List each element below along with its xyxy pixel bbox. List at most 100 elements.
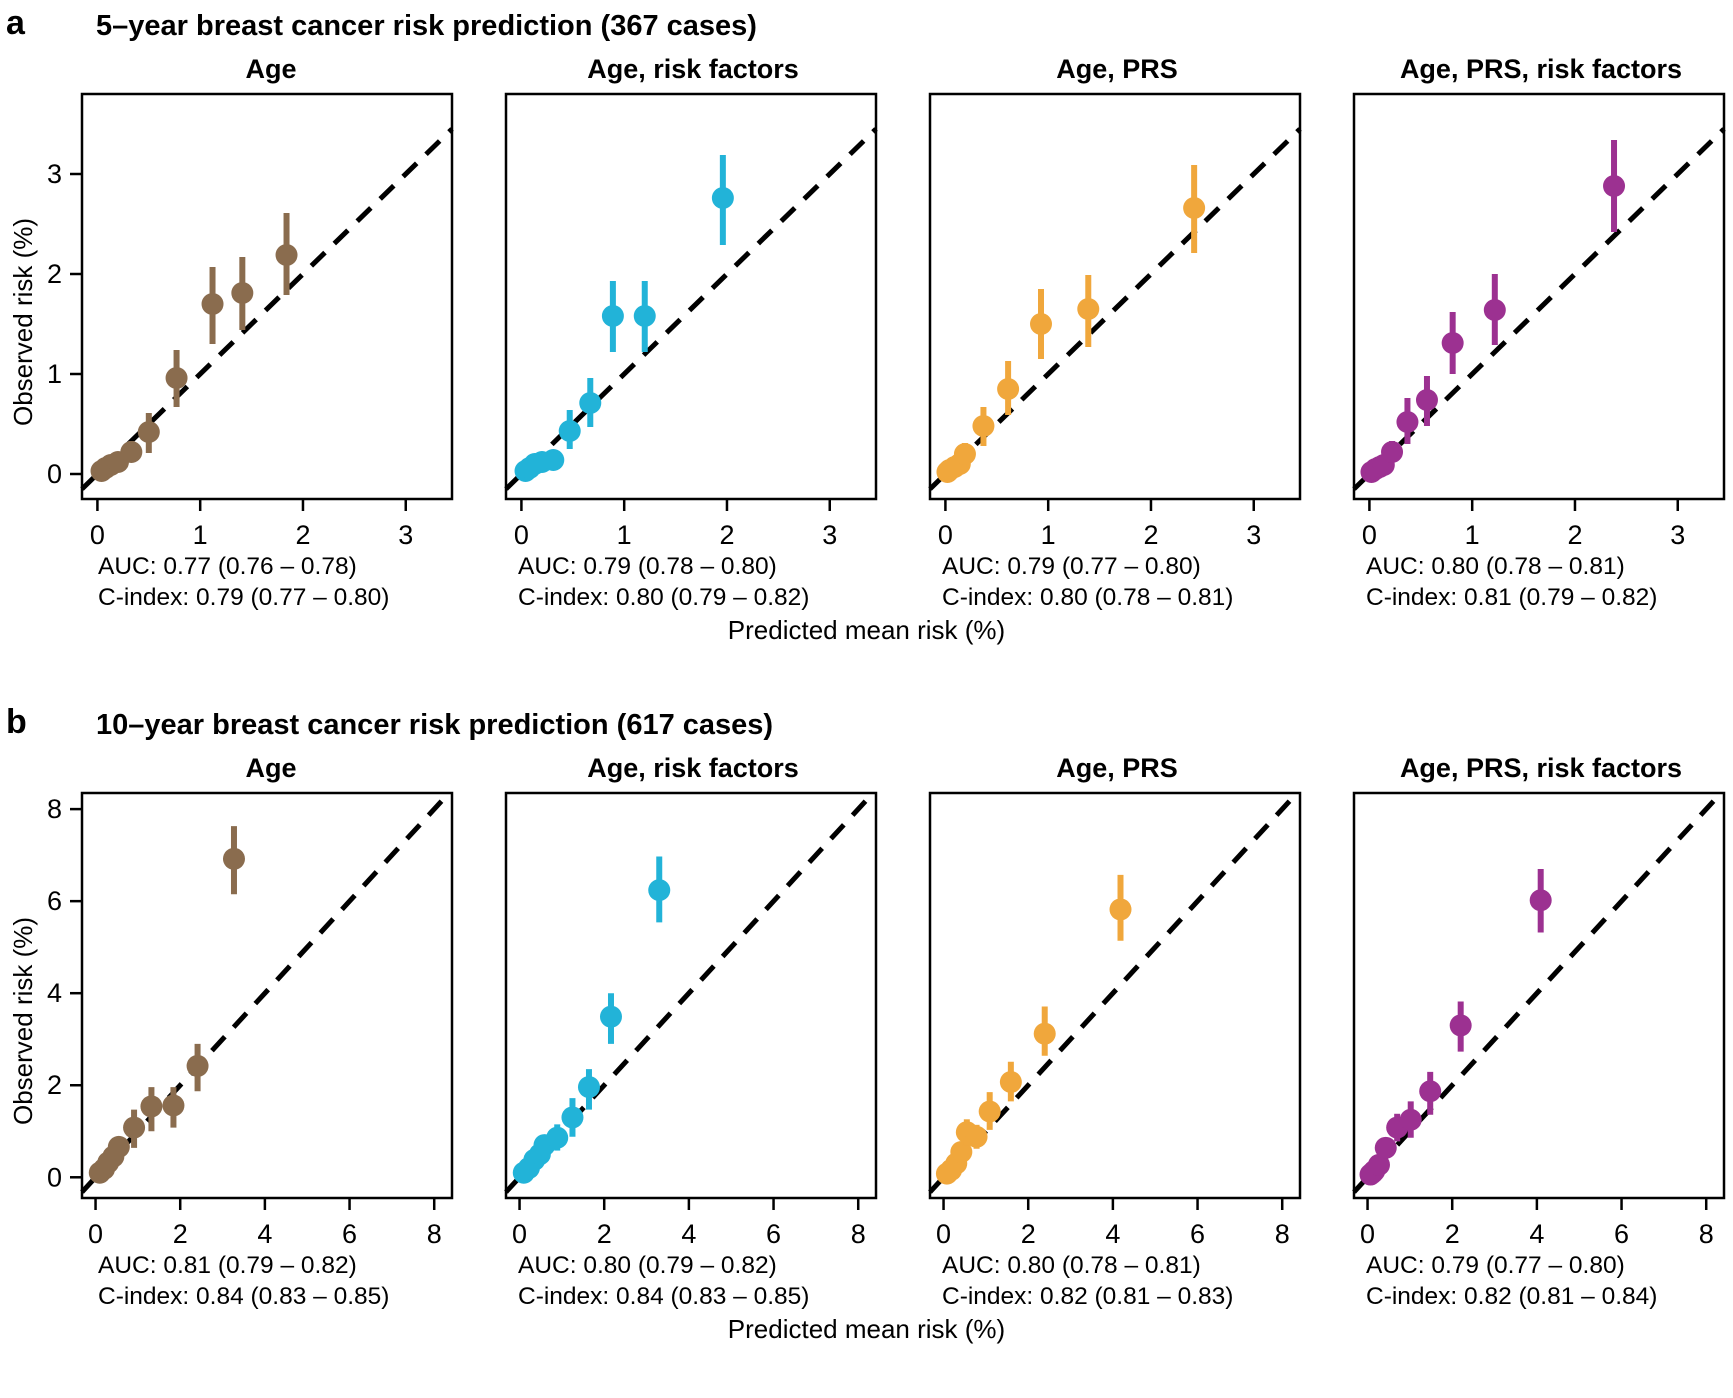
x-tick-label: 8 bbox=[427, 1219, 442, 1249]
data-point bbox=[275, 244, 298, 266]
data-point bbox=[1399, 1108, 1422, 1131]
x-tick-label: 3 bbox=[1246, 520, 1261, 550]
identity-line bbox=[80, 127, 454, 491]
calibration-plot: 0 2 4 6 8 0 2 4 6 8 bbox=[47, 791, 454, 1249]
calibration-panel: Age 0 1 2 3 0 1 2 3 AUC: 0.77 (0.76 – 0.78) C-inde… bbox=[20, 52, 460, 613]
calibration-plot: 0 1 2 3 0 1 2 3 bbox=[47, 92, 454, 550]
identity-line bbox=[928, 791, 1299, 1194]
y-tick-label: 1 bbox=[47, 359, 62, 389]
panel-row-a: a 5–year breast cancer risk prediction (… bbox=[0, 4, 1733, 649]
plot-border bbox=[80, 791, 454, 1200]
auc-text: AUC: 0.81 (0.79 – 0.82) bbox=[98, 1252, 357, 1279]
data-point bbox=[1077, 298, 1100, 320]
panel-row-b: b 10–year breast cancer risk prediction … bbox=[0, 703, 1733, 1348]
data-point bbox=[1483, 299, 1506, 321]
data-point bbox=[577, 1076, 600, 1099]
data-point bbox=[950, 1140, 973, 1163]
y-axis-label-a: Observed risk (%) bbox=[8, 217, 38, 427]
x-tick-label: 2 bbox=[295, 520, 310, 550]
identity-line bbox=[80, 791, 451, 1194]
x-tick-label: 0 bbox=[1360, 1219, 1375, 1249]
auc-text: AUC: 0.79 (0.78 – 0.80) bbox=[518, 553, 777, 580]
data-point bbox=[601, 305, 624, 327]
data-point bbox=[997, 378, 1020, 400]
x-tick-label: 0 bbox=[938, 520, 953, 550]
data-point bbox=[1449, 1014, 1472, 1037]
y-tick-label: 6 bbox=[47, 886, 62, 916]
panel-stats: AUC: 0.80 (0.79 – 0.82) C-index: 0.84 (0.… bbox=[502, 1250, 884, 1312]
cindex-text: C-index: 0.80 (0.78 – 0.81) bbox=[942, 584, 1234, 611]
data-point bbox=[201, 293, 224, 315]
data-point bbox=[1415, 389, 1438, 411]
x-tick-label: 2 bbox=[719, 520, 734, 550]
identity-line bbox=[504, 127, 878, 491]
calibration-plot: 0 1 2 3 bbox=[504, 92, 878, 550]
panel-title: Age, PRS bbox=[1056, 54, 1178, 84]
calibration-panel: Age, PRS 0 1 2 3 AUC: 0.79 (0.77 – 0.80) C-ind… bbox=[926, 52, 1308, 613]
data-point bbox=[711, 187, 734, 209]
data-point bbox=[972, 415, 995, 437]
cindex-text: C-index: 0.81 (0.79 – 0.82) bbox=[1366, 584, 1658, 611]
panel-stats: AUC: 0.81 (0.79 – 0.82) C-index: 0.84 (0.… bbox=[20, 1250, 460, 1312]
identity-line bbox=[928, 127, 1302, 491]
y-tick-label: 0 bbox=[47, 459, 62, 489]
x-tick-label: 6 bbox=[1190, 1219, 1205, 1249]
x-tick-label: 2 bbox=[1021, 1219, 1036, 1249]
cindex-text: C-index: 0.84 (0.83 – 0.85) bbox=[518, 1283, 810, 1310]
x-tick-label: 0 bbox=[512, 1219, 527, 1249]
data-point bbox=[1374, 1136, 1397, 1159]
auc-text: AUC: 0.77 (0.76 – 0.78) bbox=[98, 553, 357, 580]
data-point bbox=[1033, 1022, 1056, 1045]
plot-border bbox=[928, 791, 1302, 1200]
calibration-panel: Age, PRS, risk factors 0 1 2 3 AUC: 0.80 (0.7… bbox=[1350, 52, 1732, 613]
data-point bbox=[633, 305, 656, 327]
x-tick-label: 0 bbox=[936, 1219, 951, 1249]
panel-letter-b: b bbox=[6, 703, 27, 741]
y-axis-label-b: Observed risk (%) bbox=[8, 916, 38, 1126]
data-point bbox=[186, 1054, 209, 1077]
data-point bbox=[648, 879, 671, 902]
y-tick-label: 2 bbox=[47, 259, 62, 289]
data-point bbox=[222, 847, 245, 870]
plot-border bbox=[1352, 92, 1726, 501]
y-tick-label: 0 bbox=[47, 1162, 62, 1192]
data-point bbox=[162, 1094, 185, 1117]
x-tick-label: 8 bbox=[851, 1219, 866, 1249]
data-point bbox=[1603, 175, 1626, 197]
x-tick-label: 0 bbox=[1362, 520, 1377, 550]
data-point bbox=[1030, 313, 1052, 335]
calibration-plot: 0 1 2 3 bbox=[1352, 92, 1726, 550]
data-point bbox=[120, 441, 143, 463]
plot-border bbox=[504, 791, 878, 1200]
data-point bbox=[137, 421, 160, 443]
panel-title: Age, PRS, risk factors bbox=[1399, 54, 1683, 84]
data-point bbox=[1396, 411, 1419, 433]
identity-line bbox=[1352, 127, 1726, 491]
x-tick-label: 2 bbox=[1445, 1219, 1460, 1249]
panel-title: Age, PRS bbox=[1056, 753, 1178, 783]
plot-border bbox=[80, 92, 454, 501]
x-tick-label: 0 bbox=[90, 520, 105, 550]
auc-text: AUC: 0.80 (0.79 – 0.82) bbox=[518, 1252, 777, 1279]
panel-stats: AUC: 0.80 (0.78 – 0.81) C-index: 0.82 (0.… bbox=[926, 1250, 1308, 1312]
x-tick-label: 1 bbox=[193, 520, 208, 550]
cindex-text: C-index: 0.82 (0.81 – 0.84) bbox=[1366, 1283, 1658, 1310]
calibration-panel: Age, PRS, risk factors 0 2 4 6 8 AUC: 0.79 (0.… bbox=[1350, 751, 1732, 1312]
data-point bbox=[140, 1095, 163, 1118]
x-tick-label: 4 bbox=[257, 1219, 272, 1249]
y-tick-label: 2 bbox=[47, 1070, 62, 1100]
data-point bbox=[999, 1071, 1022, 1094]
identity-line bbox=[1352, 791, 1723, 1194]
calibration-panel: Age, risk factors 0 2 4 6 8 AUC: 0.80 (0.79 – … bbox=[502, 751, 884, 1312]
auc-text: AUC: 0.79 (0.77 – 0.80) bbox=[942, 553, 1201, 580]
panels-row-b: Age 0 2 4 6 8 0 2 4 6 8 AUC: 0.81 (0.79 – 0.82) C-in… bbox=[20, 751, 1733, 1312]
x-tick-label: 6 bbox=[766, 1219, 781, 1249]
data-point bbox=[123, 1116, 146, 1139]
calibration-plot: 0 2 4 6 8 bbox=[928, 791, 1302, 1249]
data-point bbox=[231, 282, 254, 304]
auc-text: AUC: 0.80 (0.78 – 0.81) bbox=[942, 1252, 1201, 1279]
x-tick-label: 3 bbox=[822, 520, 837, 550]
x-tick-label: 4 bbox=[1529, 1219, 1544, 1249]
calibration-panel: Age, risk factors 0 1 2 3 AUC: 0.79 (0.78 – 0… bbox=[502, 52, 884, 613]
row-title-a: 5–year breast cancer risk prediction (36… bbox=[96, 10, 757, 42]
